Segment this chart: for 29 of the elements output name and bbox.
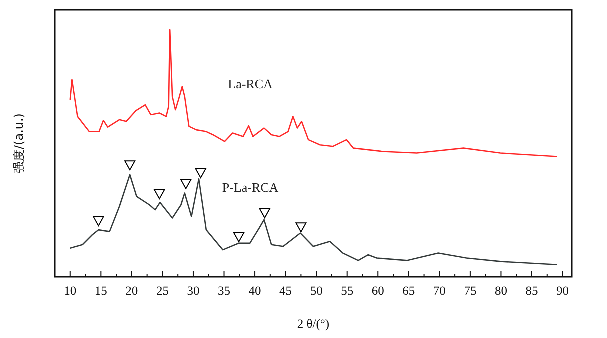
point [154,190,166,200]
x-axis-title: 2 θ/(°) [297,317,330,331]
x-tick-label: 20 [126,284,138,298]
x-tick-label: 60 [372,284,384,298]
x-tick-label: 65 [402,284,416,298]
x-tick-label: 25 [156,284,169,298]
point [195,168,206,179]
point [124,160,136,171]
x-tick-label: 50 [310,284,323,298]
x-tick-label: 30 [187,284,200,298]
x-tick-label: 85 [526,284,538,298]
x-tick-label: 40 [248,284,262,298]
series-label: P-La-RCA [222,180,280,195]
text: La-RCA [228,76,274,92]
point [234,232,245,242]
y-axis-title: 强度/(a.u.) [12,114,26,174]
x-tick-label: 45 [280,284,292,298]
x-tick-label: 75 [464,284,477,298]
x-tick-label: 90 [556,284,570,298]
point [259,208,270,219]
x-tick-label: 10 [64,284,77,298]
x-tick-label: 35 [218,284,231,298]
point [93,216,104,226]
point [296,222,307,233]
x-tick-label: 70 [433,284,446,298]
point [180,179,192,190]
x-tick-label: 15 [94,284,108,298]
x-tick-label: 80 [494,284,508,298]
x-tick-label: 55 [341,284,354,298]
